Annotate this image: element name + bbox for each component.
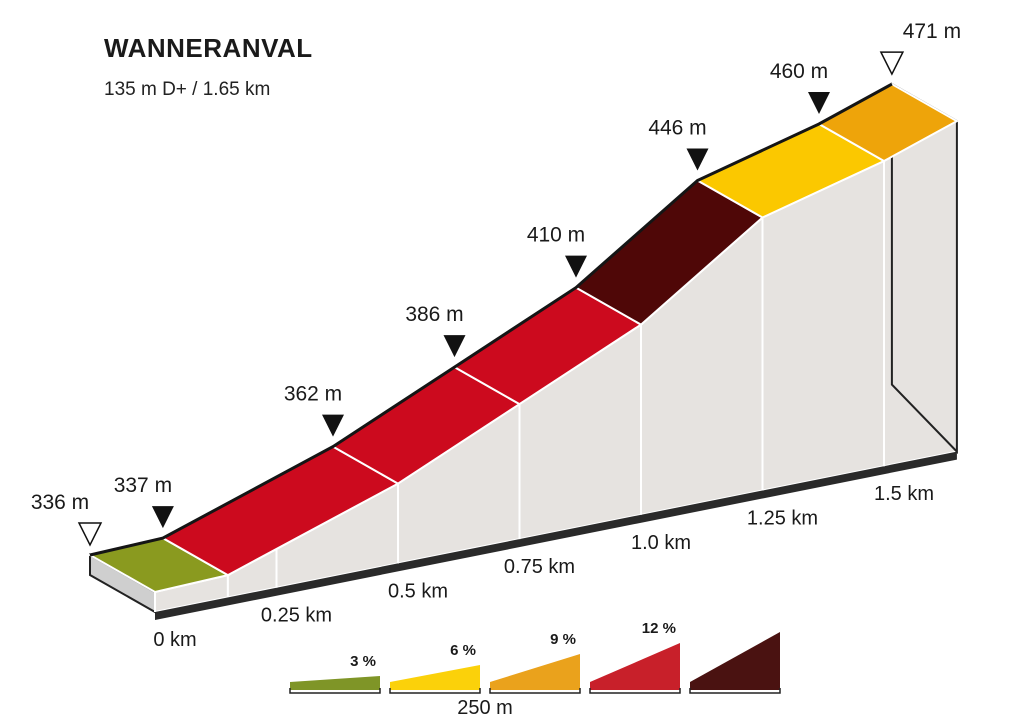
elevation-marker: [77, 522, 103, 547]
x-tick-label: 0.5 km: [388, 580, 448, 602]
elevation-label: 460 m: [770, 60, 828, 83]
legend-bracket: [489, 688, 581, 694]
elevation-label: 386 m: [405, 303, 463, 326]
x-axis-ticks: 0 km 0.25 km 0.5 km 0.75 km 1.0 km 1.25 km 1.5…: [153, 483, 934, 651]
base-strip: [155, 451, 957, 620]
elevation-label: 362 m: [284, 383, 342, 406]
x-tick-label: 1.25 km: [747, 508, 818, 530]
legend-bracket: [589, 688, 681, 694]
elevation-markers: 336 m 337 m 362 m 386 m 410 m 446 m 460 m 471 m: [31, 20, 961, 547]
elevation-label: 336 m: [31, 491, 89, 514]
x-tick-label: 0.75 km: [504, 556, 575, 578]
legend-bracket: [689, 688, 781, 694]
front-wall-5: [761, 159, 885, 492]
elevation-marker: [151, 506, 174, 529]
elevation-label: 410 m: [527, 224, 585, 247]
x-tick-label: 1.0 km: [631, 532, 691, 554]
elevation-marker: [686, 148, 709, 171]
legend-label: 3 %: [350, 653, 376, 670]
elevation-marker: [808, 92, 830, 114]
elevation-label: 471 m: [903, 20, 961, 43]
legend-bracket: [289, 688, 381, 694]
side-walls: [89, 82, 958, 620]
legend-swatch: [690, 632, 780, 690]
legend-bracket: [389, 688, 481, 694]
legend: 3 % 6 % 9 % 12 % 250 m: [289, 620, 781, 718]
elevation-marker: [565, 255, 587, 278]
elevation-label: 337 m: [114, 474, 172, 497]
chart-subtitle: 135 m D+ / 1.65 km: [104, 79, 271, 100]
legend-swatch: [290, 676, 380, 690]
x-tick-label: 0.25 km: [261, 605, 332, 627]
elevation-label: 446 m: [648, 117, 706, 140]
legend-label: 9 %: [550, 631, 576, 648]
legend-swatch: [590, 643, 680, 690]
x-tick-label: 0 km: [153, 629, 196, 651]
ridge-line: [89, 82, 893, 557]
legend-scale-label: 250 m: [457, 697, 513, 718]
legend-label: 6 %: [450, 642, 476, 659]
elevation-marker: [322, 414, 344, 437]
km-dividers: [154, 161, 885, 612]
legend-swatch: [390, 665, 480, 690]
gradient-segments: [87, 82, 959, 594]
chart-title: WANNERANVAL: [104, 33, 313, 63]
legend-swatch: [490, 654, 580, 690]
x-tick-label: 1.5 km: [874, 483, 934, 505]
elevation-marker: [879, 51, 905, 76]
elevation-marker: [443, 335, 466, 358]
legend-label: 12 %: [642, 620, 676, 637]
